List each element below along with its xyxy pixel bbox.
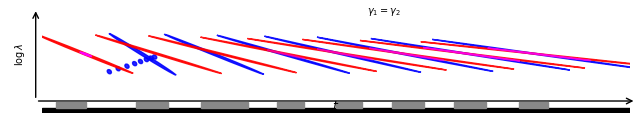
- Ellipse shape: [302, 39, 514, 69]
- Bar: [200, 102, 248, 108]
- Ellipse shape: [317, 37, 493, 71]
- Bar: [136, 102, 168, 108]
- Bar: [392, 102, 424, 108]
- Bar: [336, 102, 362, 108]
- Ellipse shape: [164, 34, 264, 74]
- Ellipse shape: [432, 39, 640, 69]
- Ellipse shape: [268, 50, 305, 59]
- Bar: [277, 102, 303, 108]
- Text: $\gamma_1 = \gamma_2$: $\gamma_1 = \gamma_2$: [367, 6, 401, 18]
- Ellipse shape: [145, 57, 148, 62]
- Ellipse shape: [109, 34, 176, 75]
- Ellipse shape: [116, 67, 120, 71]
- Ellipse shape: [200, 37, 377, 71]
- Ellipse shape: [95, 35, 221, 74]
- Text: $t$: $t$: [332, 100, 340, 113]
- Ellipse shape: [217, 35, 349, 73]
- Ellipse shape: [125, 64, 129, 68]
- Bar: [518, 102, 548, 108]
- Ellipse shape: [152, 55, 157, 59]
- Ellipse shape: [369, 48, 444, 60]
- Ellipse shape: [488, 48, 591, 61]
- Bar: [42, 108, 630, 113]
- Ellipse shape: [38, 35, 133, 73]
- Ellipse shape: [317, 49, 372, 60]
- Ellipse shape: [132, 62, 137, 66]
- Ellipse shape: [248, 38, 447, 70]
- Ellipse shape: [80, 52, 92, 57]
- Ellipse shape: [108, 70, 111, 74]
- Ellipse shape: [149, 56, 153, 60]
- Y-axis label: $\log \lambda$: $\log \lambda$: [13, 43, 27, 66]
- Ellipse shape: [371, 38, 570, 70]
- Ellipse shape: [423, 48, 520, 61]
- Ellipse shape: [360, 40, 585, 68]
- Bar: [454, 102, 486, 108]
- Ellipse shape: [138, 59, 143, 64]
- Ellipse shape: [420, 42, 640, 67]
- Ellipse shape: [148, 36, 296, 73]
- Ellipse shape: [264, 36, 421, 72]
- Bar: [56, 102, 86, 108]
